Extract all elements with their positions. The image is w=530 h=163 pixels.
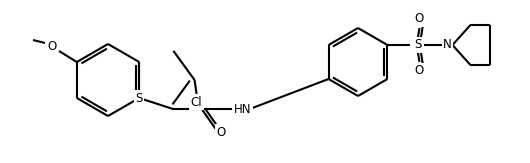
Text: O: O — [415, 13, 424, 25]
Text: S: S — [136, 91, 143, 104]
Text: O: O — [47, 40, 57, 53]
Text: N: N — [443, 38, 452, 52]
Text: Cl: Cl — [191, 96, 202, 109]
Text: O: O — [216, 126, 226, 139]
Text: O: O — [415, 65, 424, 77]
Text: HN: HN — [234, 103, 251, 116]
Text: S: S — [414, 38, 421, 52]
